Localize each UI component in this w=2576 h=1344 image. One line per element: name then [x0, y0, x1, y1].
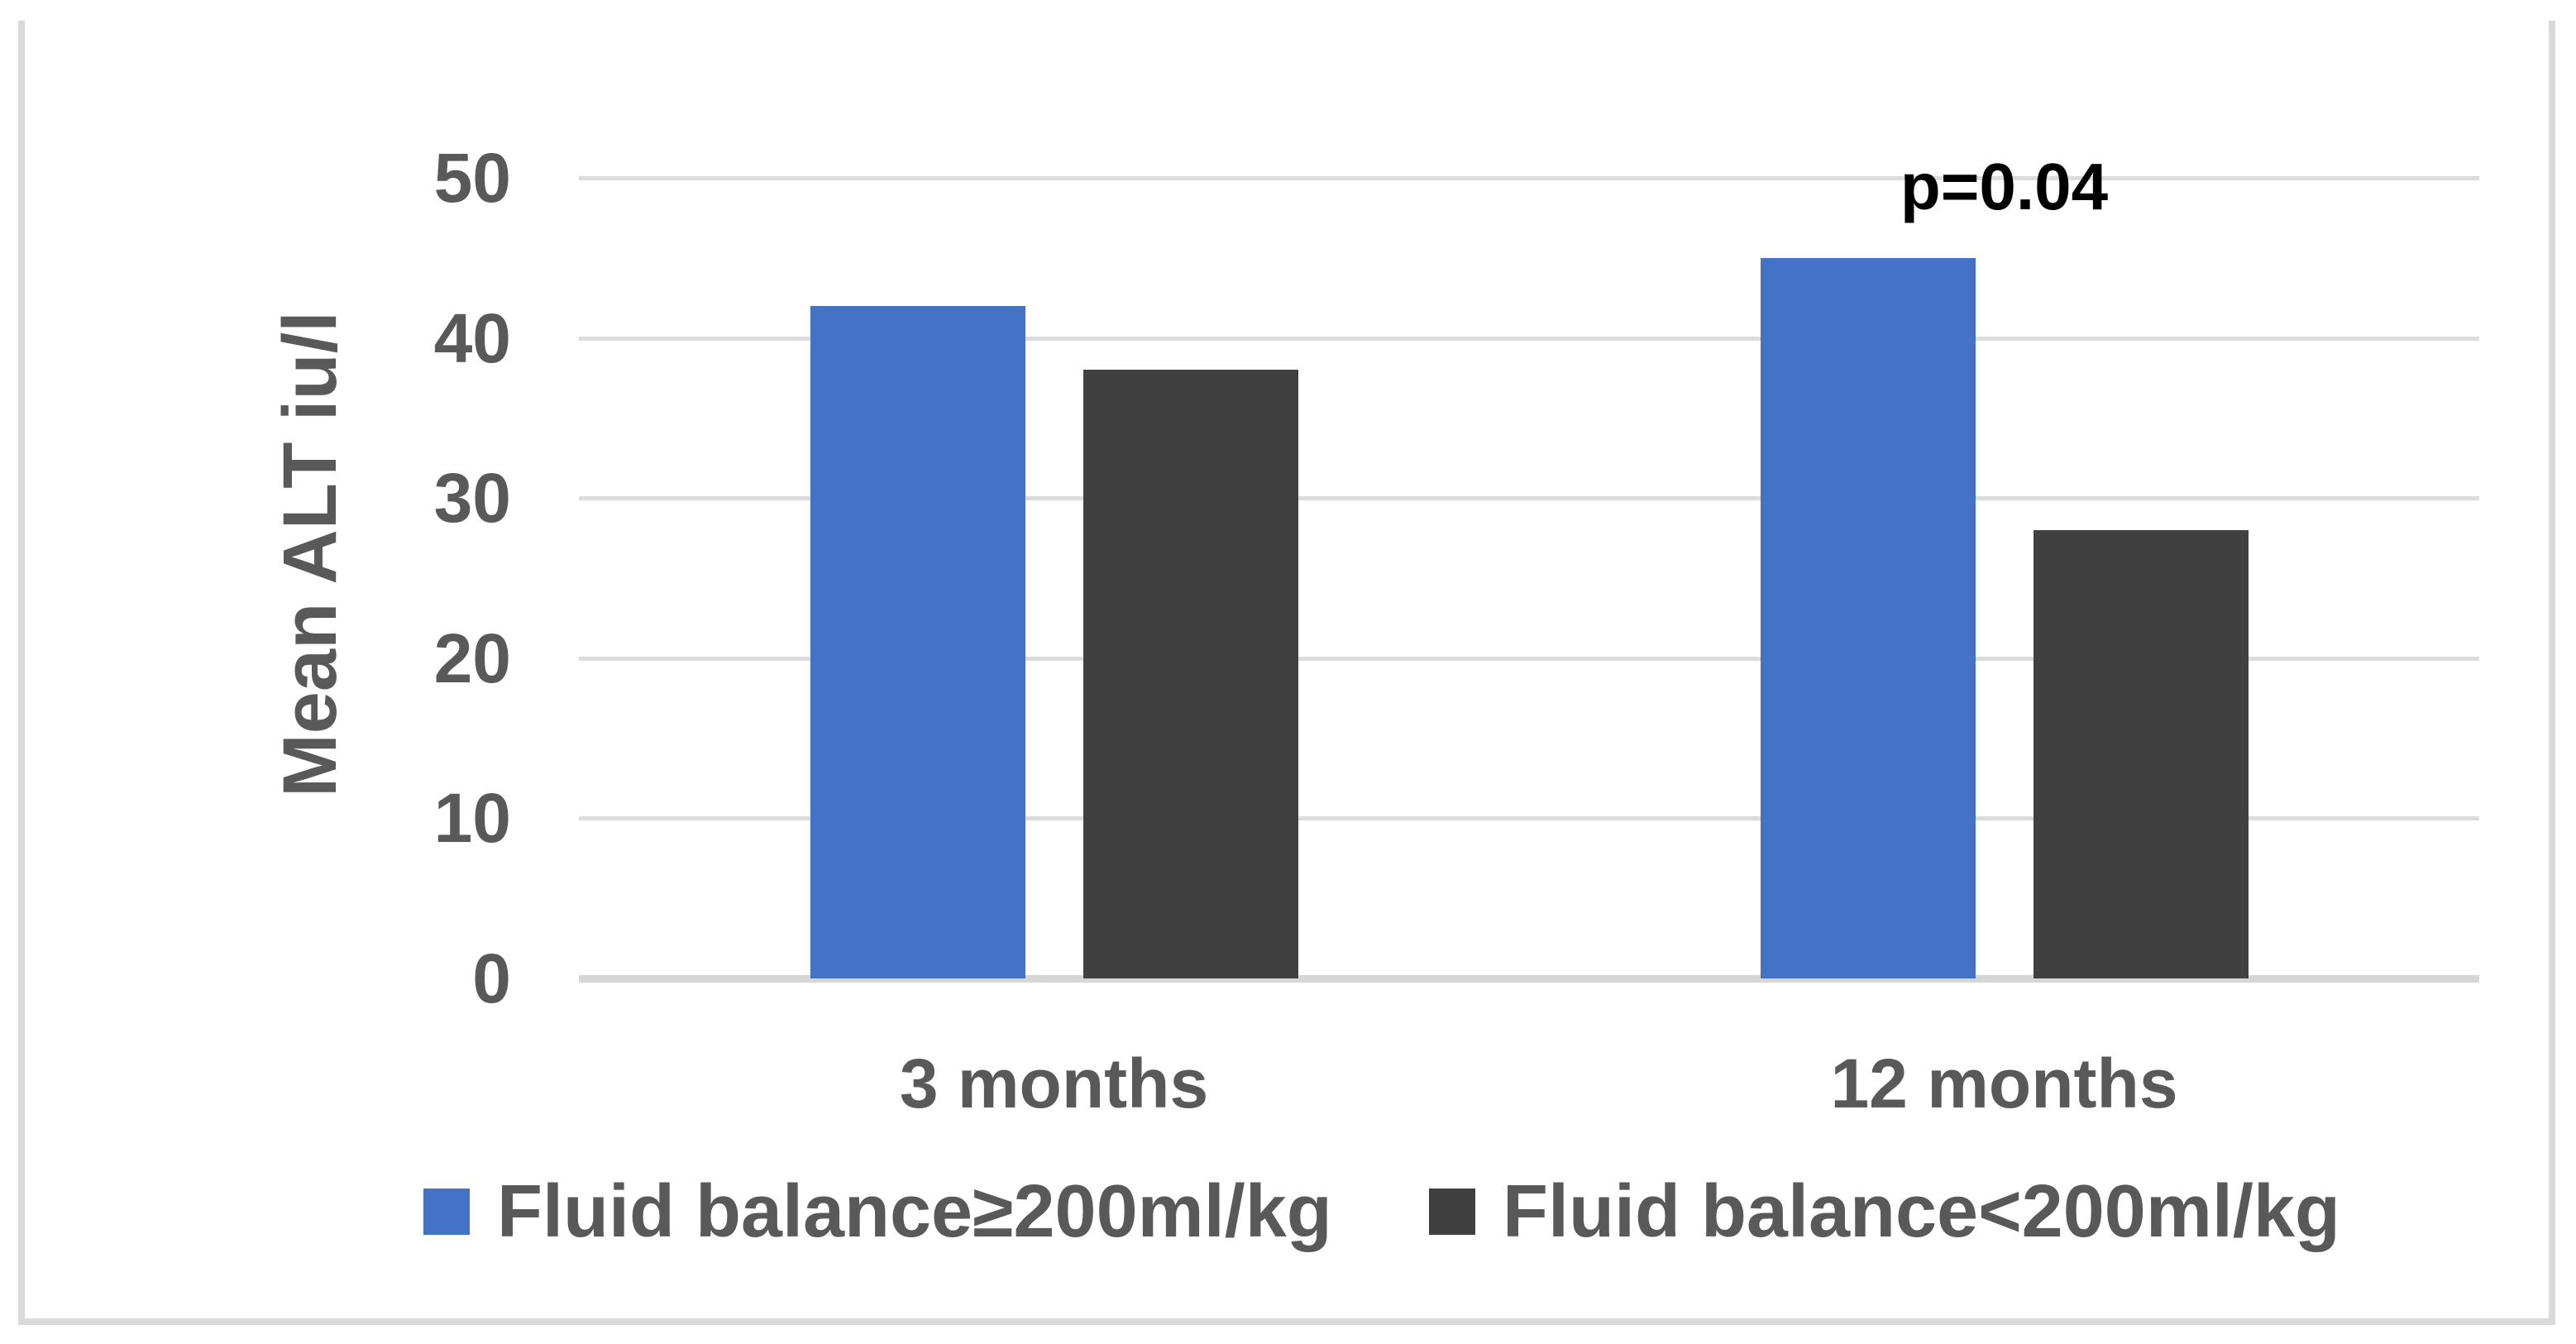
y-tick-label-0: 0 [472, 940, 511, 1017]
y-tick-label-10: 10 [433, 779, 511, 858]
gridline-50 [579, 176, 2479, 180]
y-tick-label-30: 30 [433, 459, 511, 538]
bar-12-months-series-1 [1760, 257, 1976, 978]
legend-swatch-blue [423, 1189, 470, 1235]
bar-3-months-series-1 [810, 305, 1025, 978]
plot-area [579, 176, 2479, 983]
legend-swatch-dark [1429, 1189, 1475, 1235]
x-category-label-3-months: 3 months [899, 1045, 1209, 1122]
p-value-annotation: p=0.04 [1900, 149, 2109, 223]
bar-3-months-series-2 [1082, 370, 1298, 978]
gridline-40 [579, 336, 2479, 341]
x-category-label-12-months: 12 months [1830, 1045, 2178, 1122]
legend-label-fluid-balance-gte-200: Fluid balance≥200ml/kg [497, 1170, 1332, 1253]
x-axis-line [579, 975, 2479, 983]
y-tick-label-40: 40 [433, 299, 511, 377]
gridline-30 [579, 496, 2479, 501]
bar-12-months-series-2 [2033, 529, 2249, 978]
legend-label-fluid-balance-lt-200: Fluid balance<200ml/kg [1503, 1170, 2340, 1253]
y-tick-label-50: 50 [433, 139, 511, 217]
legend-item-fluid-balance-lt-200: Fluid balance<200ml/kg [1429, 1166, 2340, 1257]
gridline-10 [579, 816, 2479, 821]
legend-item-fluid-balance-gte-200: Fluid balance≥200ml/kg [423, 1166, 1332, 1257]
y-tick-label-20: 20 [433, 619, 511, 697]
gridline-20 [579, 656, 2479, 661]
